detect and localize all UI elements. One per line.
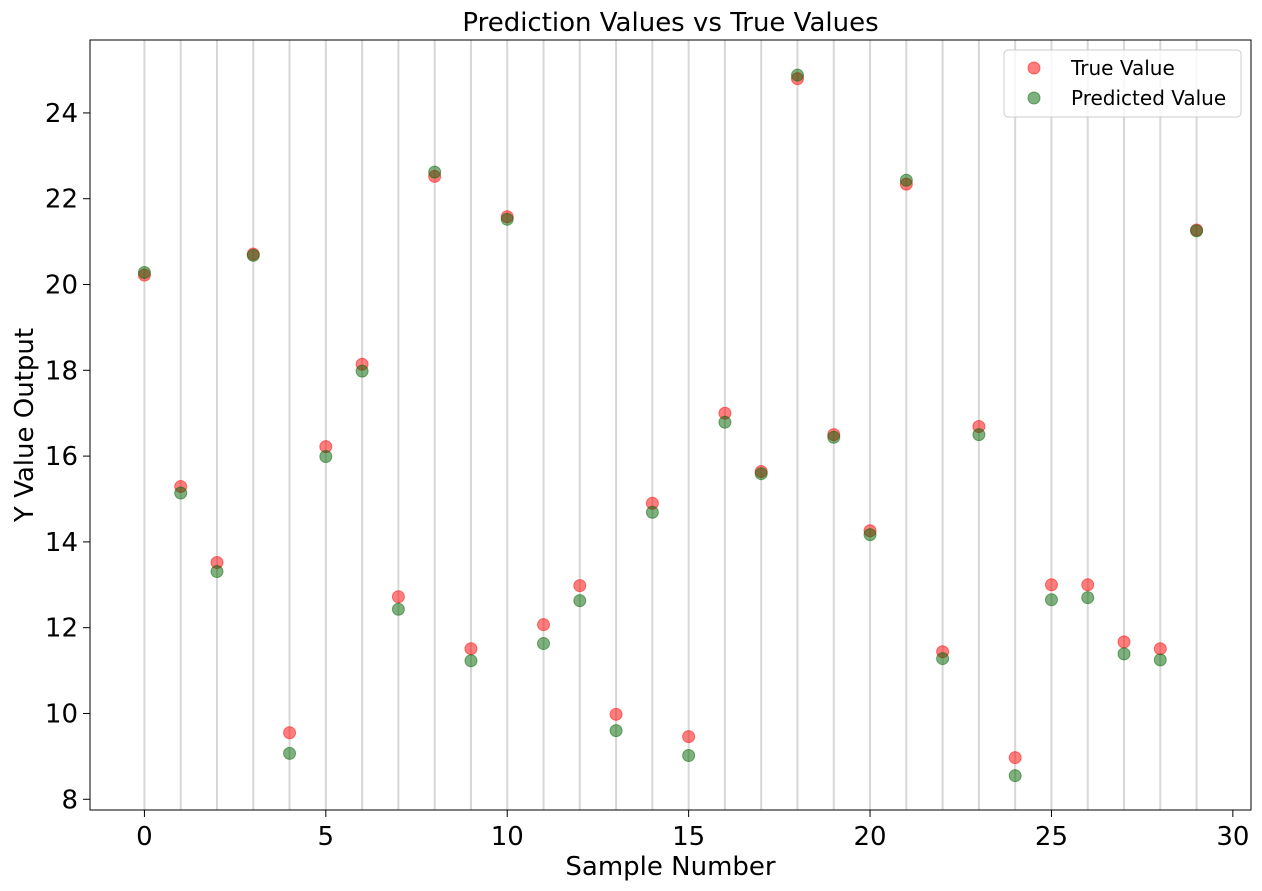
x-tick-label: 15 xyxy=(672,822,705,852)
legend-marker-true-value xyxy=(1027,61,1041,75)
true-value-point xyxy=(1008,751,1022,765)
predicted-value-point xyxy=(1153,653,1167,667)
true-value-point xyxy=(283,726,297,740)
predicted-value-point xyxy=(1008,769,1022,783)
predicted-value-point xyxy=(210,564,224,578)
true-value-point xyxy=(537,618,551,632)
legend-marker-predicted-value xyxy=(1027,91,1041,105)
predicted-value-point xyxy=(1044,593,1058,607)
predicted-value-point xyxy=(863,528,877,542)
predicted-value-point xyxy=(537,637,551,651)
y-axis-ticks: 8 10 12 14 16 18 20 22 24 xyxy=(45,99,90,815)
y-tick-label: 10 xyxy=(45,699,78,729)
x-tick-label: 30 xyxy=(1216,822,1249,852)
predicted-value-point xyxy=(319,450,333,464)
y-tick-label: 18 xyxy=(45,356,78,386)
y-tick-label: 12 xyxy=(45,614,78,644)
predicted-value-point xyxy=(718,415,732,429)
legend: True Value Predicted Value xyxy=(1003,49,1242,118)
predicted-value-point xyxy=(464,654,478,668)
predicted-value-point xyxy=(283,746,297,760)
y-tick-label: 14 xyxy=(45,528,78,558)
true-value-point xyxy=(1044,578,1058,592)
predicted-value-point xyxy=(754,467,768,481)
grid-lines xyxy=(143,40,1198,810)
predicted-value-point xyxy=(609,724,623,738)
y-tick-label: 20 xyxy=(45,271,78,301)
data-points xyxy=(137,68,1204,783)
predicted-value-point xyxy=(1117,647,1131,661)
predicted-value-point xyxy=(246,248,260,262)
predicted-value-point xyxy=(355,364,369,378)
y-tick-label: 16 xyxy=(45,442,78,472)
legend-label-predicted-value: Predicted Value xyxy=(1071,86,1226,110)
predicted-value-point xyxy=(827,430,841,444)
true-value-point xyxy=(609,707,623,721)
predicted-value-point xyxy=(573,594,587,608)
x-axis-label: Sample Number xyxy=(565,852,776,882)
x-axis-ticks: 0 5 10 15 20 25 30 xyxy=(136,810,1249,852)
y-tick-label: 22 xyxy=(45,185,78,215)
true-value-point xyxy=(1153,642,1167,656)
true-value-point xyxy=(682,730,696,744)
plot-frame xyxy=(89,39,1252,811)
predicted-value-point xyxy=(645,505,659,519)
predicted-value-point xyxy=(972,428,986,442)
y-tick-label: 24 xyxy=(45,99,78,129)
y-axis-label: Y Value Output xyxy=(10,328,40,523)
true-value-point xyxy=(1117,635,1131,649)
predicted-value-point xyxy=(428,165,442,179)
true-value-point xyxy=(391,590,405,604)
predicted-value-point xyxy=(790,68,804,82)
predicted-value-point xyxy=(899,173,913,187)
predicted-value-point xyxy=(137,266,151,280)
predicted-value-point xyxy=(1190,224,1204,238)
true-value-point xyxy=(1081,578,1095,592)
predicted-value-point xyxy=(500,212,514,226)
x-tick-label: 20 xyxy=(854,822,887,852)
legend-label-true-value: True Value xyxy=(1070,56,1175,80)
x-tick-label: 0 xyxy=(136,822,153,852)
x-tick-label: 10 xyxy=(491,822,524,852)
predicted-value-point xyxy=(682,749,696,763)
x-tick-label: 25 xyxy=(1035,822,1068,852)
predicted-value-point xyxy=(1081,591,1095,605)
y-tick-label: 8 xyxy=(61,785,78,815)
chart-title: Prediction Values vs True Values xyxy=(462,8,878,38)
predicted-value-point xyxy=(936,652,950,666)
legend-box xyxy=(1003,49,1242,118)
predicted-value-point xyxy=(391,602,405,616)
true-value-point xyxy=(573,579,587,593)
x-tick-label: 5 xyxy=(318,822,335,852)
true-value-point xyxy=(464,642,478,656)
predicted-value-point xyxy=(174,486,188,500)
